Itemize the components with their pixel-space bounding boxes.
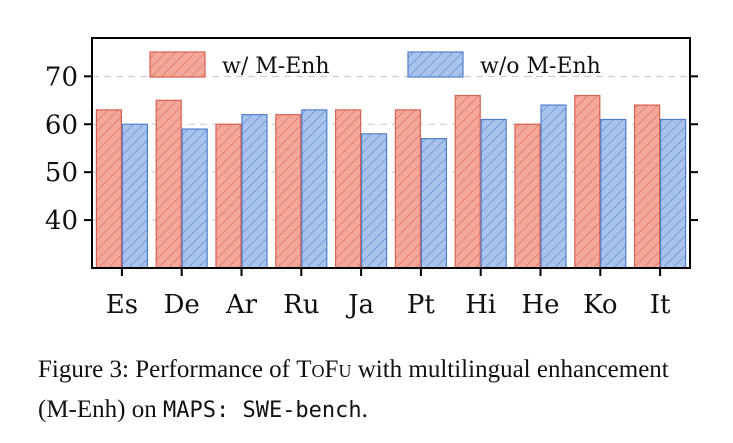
x-tick-label-hi: Hi	[465, 290, 496, 320]
x-tick-label-es: Es	[106, 290, 138, 320]
bar-it-without-menh-hatch	[659, 118, 687, 269]
bar-ar-without-menh-hatch	[241, 114, 268, 269]
caption-mid: with multilingual enhancement (M-Enh) on	[38, 356, 669, 423]
legend-label-0: w/ M-Enh	[222, 54, 330, 79]
caption-end: .	[361, 396, 368, 423]
axis-ticks: 40 50 60 70 Es De Ar Ru Ja Pt Hi He Ko It	[45, 62, 698, 320]
bar-pt-with-menh-hatch	[394, 109, 421, 269]
bar-ru-without-menh-hatch	[301, 109, 328, 269]
legend-label-1: w/o M-Enh	[480, 54, 601, 79]
y-tick-label-60: 60	[45, 110, 78, 140]
x-tick-label-he: He	[521, 290, 559, 320]
bar-hi-with-menh-hatch	[454, 94, 481, 269]
bar-de-with-menh-hatch	[155, 99, 182, 269]
bar-es-without-menh-hatch	[121, 123, 149, 269]
x-tick-label-de: De	[164, 290, 200, 320]
x-tick-label-pt: Pt	[407, 290, 435, 320]
bar-ja-with-menh-hatch	[335, 109, 362, 269]
bar-ru-with-menh-hatch	[275, 114, 302, 269]
caption-method: ToFu	[296, 356, 352, 383]
y-tick-label-50: 50	[45, 158, 78, 188]
figure-caption: Figure 3: Performance of ToFu with multi…	[38, 350, 708, 431]
bar-he-without-menh-hatch	[540, 104, 567, 269]
bar-de-without-menh-hatch	[181, 128, 208, 269]
x-tick-label-ja: Ja	[345, 290, 374, 320]
legend: w/ M-Enh w/o M-Enh	[149, 51, 601, 79]
bars	[95, 94, 687, 269]
bar-it-with-menh-hatch	[633, 104, 661, 269]
caption-prefix: Figure 3: Performance of	[38, 356, 297, 383]
x-tick-label-ar: Ar	[225, 290, 258, 320]
y-tick-label-40: 40	[45, 206, 78, 236]
bar-ko-with-menh-hatch	[574, 94, 601, 269]
bar-chart: 40 50 60 70 Es De Ar Ru Ja Pt Hi He Ko It w/ M-Enh w/o…	[45, 37, 698, 320]
plot-frame	[91, 37, 691, 269]
bar-pt-without-menh-hatch	[420, 138, 447, 269]
bar-he-with-menh-hatch	[514, 123, 541, 269]
bar-es-with-menh-hatch	[95, 109, 123, 269]
bar-ar-with-menh-hatch	[215, 123, 242, 269]
x-tick-label-ko: Ko	[583, 290, 617, 320]
legend-swatch-hatch-0	[149, 51, 206, 78]
bar-hi-without-menh-hatch	[480, 118, 507, 269]
bar-ja-without-menh-hatch	[361, 133, 388, 269]
legend-swatch-hatch-1	[407, 51, 464, 78]
x-tick-label-ru: Ru	[283, 290, 319, 320]
y-tick-label-70: 70	[45, 62, 78, 92]
caption-benchmark: MAPS: SWE-bench	[162, 398, 362, 423]
bar-ko-without-menh-hatch	[600, 118, 627, 269]
x-tick-label-it: It	[650, 290, 671, 320]
